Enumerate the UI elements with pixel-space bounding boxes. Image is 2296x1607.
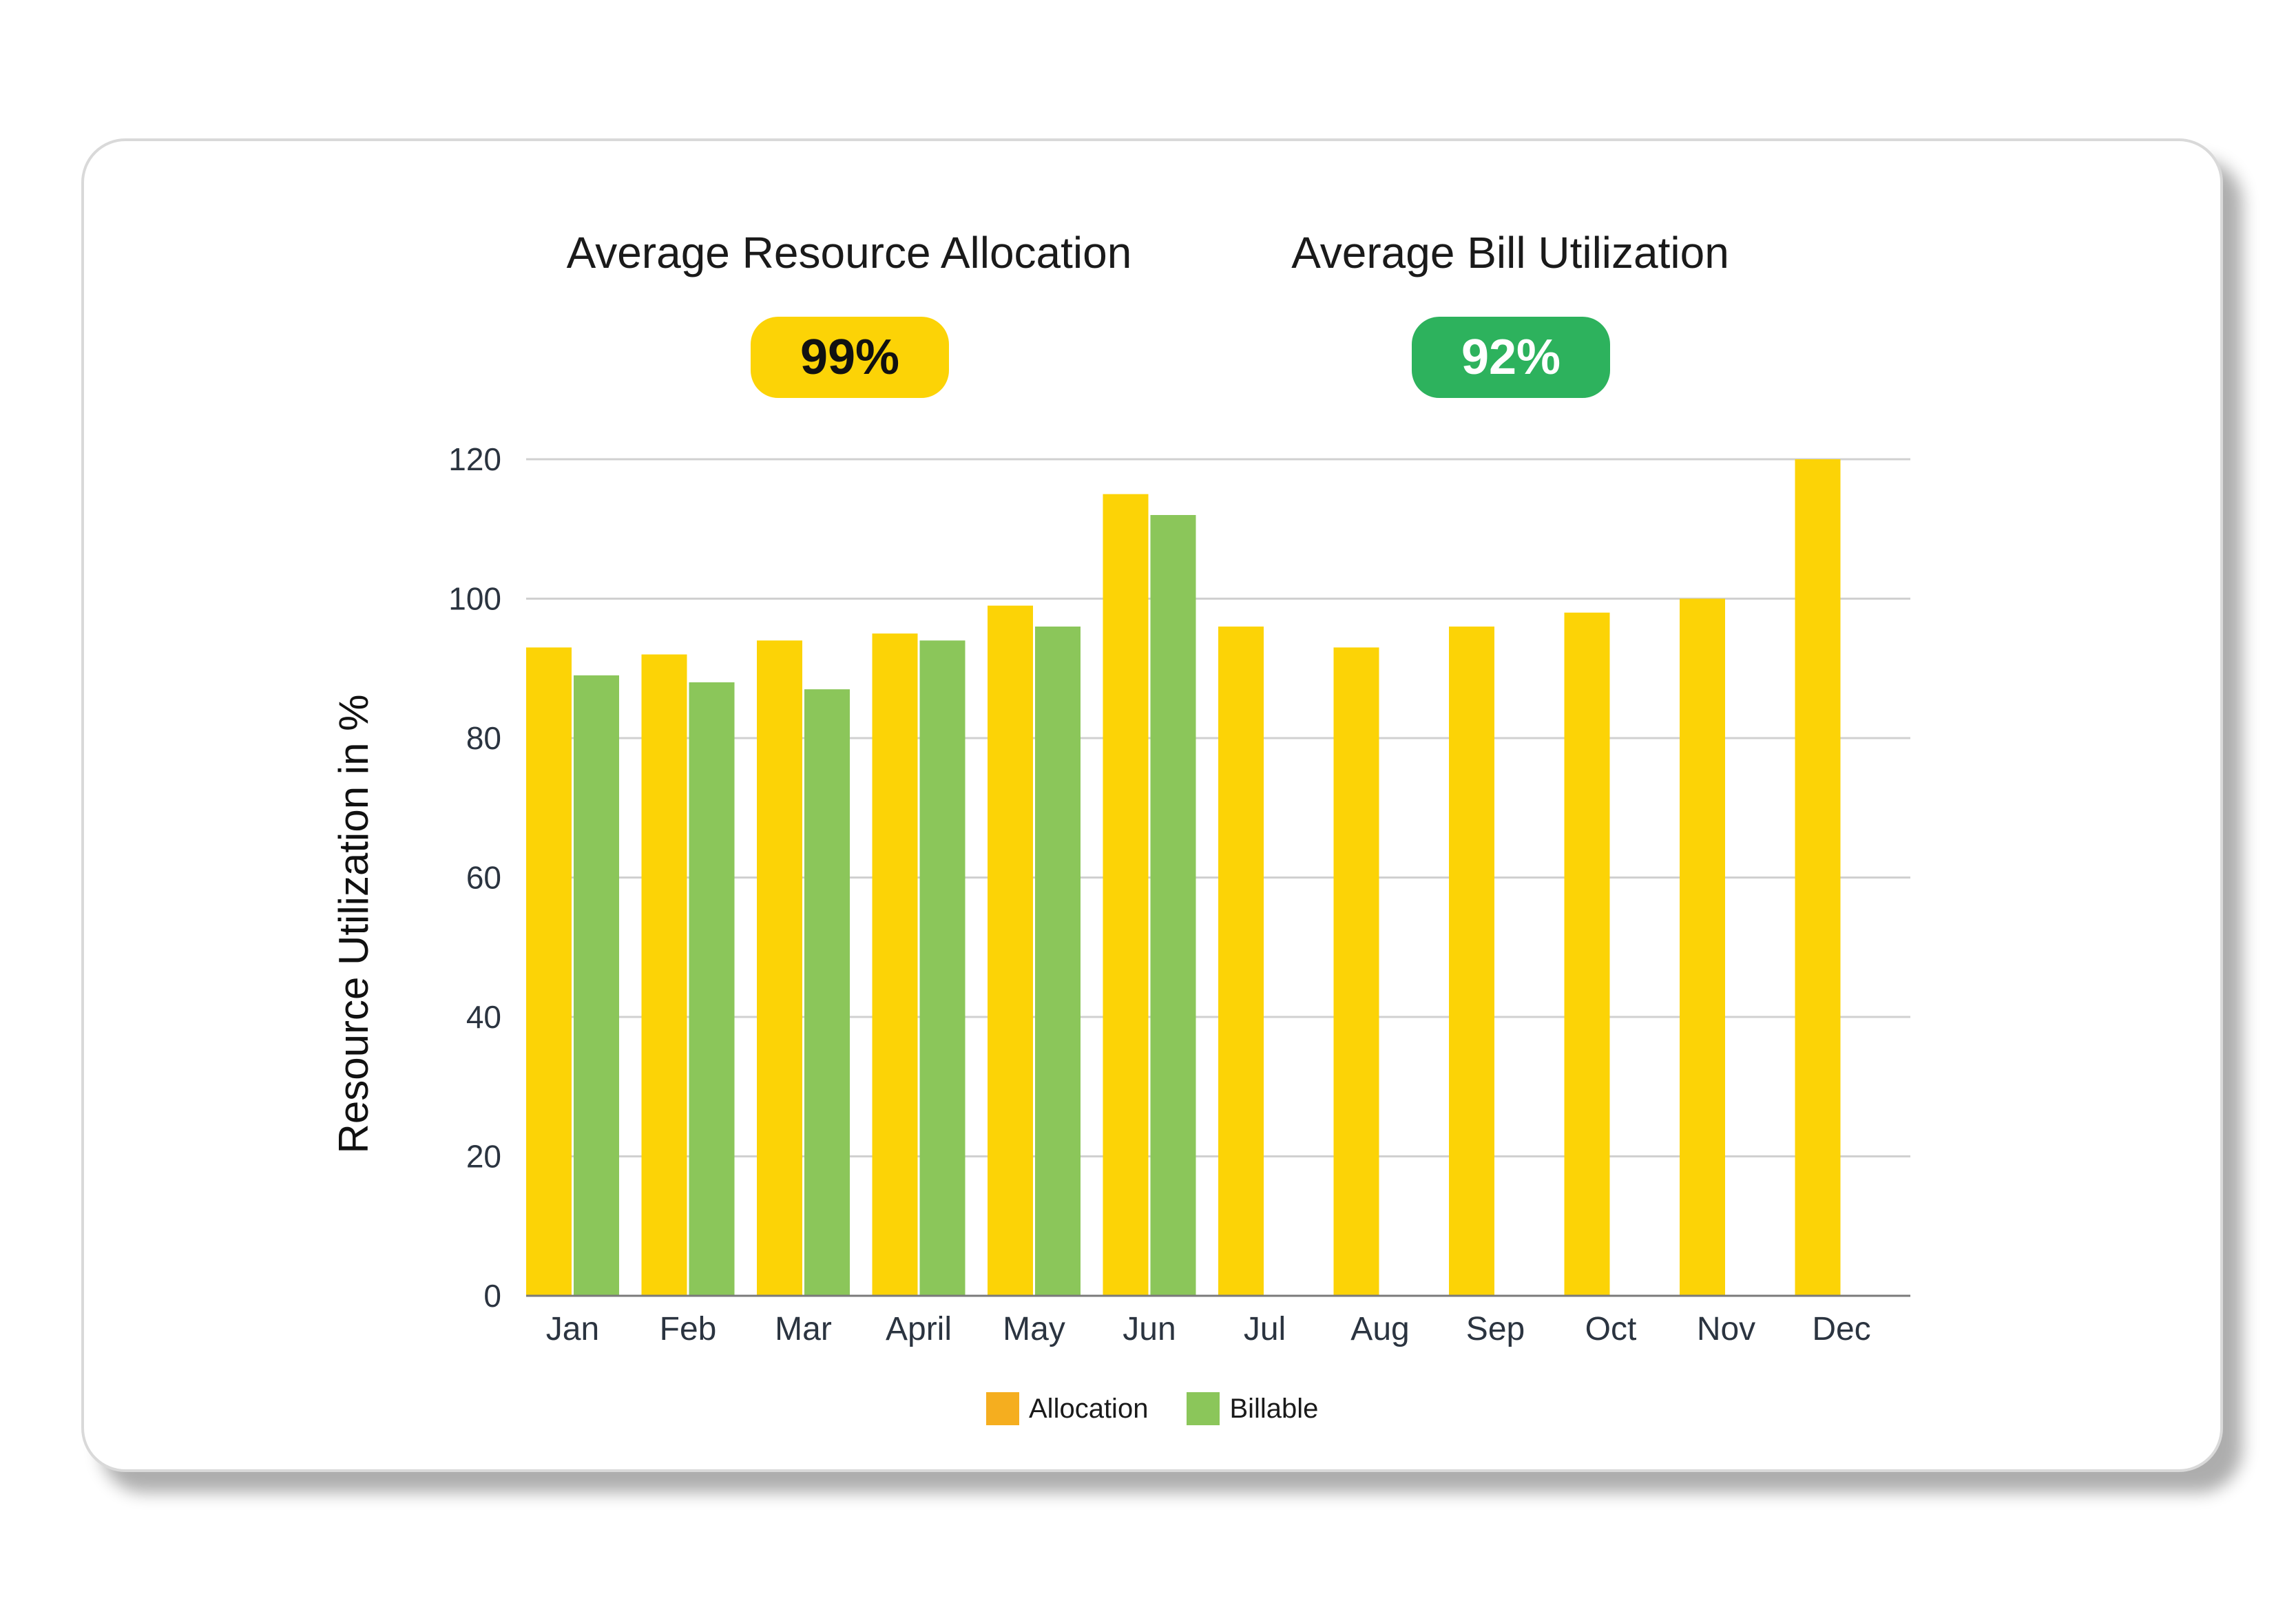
average-bill-utilization-title: Average Bill Utilization [1291,228,1729,277]
legend-item-allocation: Allocation [986,1392,1148,1425]
x-tick-label: April [886,1311,952,1347]
bars [526,459,1841,1296]
bar-allocation-feb [641,654,687,1296]
billable-swatch [1187,1392,1220,1425]
legend: Allocation Billable [986,1392,1357,1425]
allocation-swatch [986,1392,1019,1425]
average-allocation-title: Average Resource Allocation [566,228,1132,277]
bar-allocation-may [988,605,1033,1296]
bar-billable-jun [1150,515,1196,1296]
x-tick-label: Sep [1466,1311,1525,1347]
bar-allocation-sep [1449,627,1494,1296]
x-tick-label: Jul [1244,1311,1286,1347]
x-tick-label: Mar [775,1311,832,1347]
bar-allocation-april [872,633,918,1296]
y-tick-label: 40 [466,999,501,1035]
y-axis-label: Resource Utilization in % [331,695,377,1154]
x-tick-label: Nov [1697,1311,1755,1347]
bar-billable-may [1035,627,1081,1296]
y-tick-label: 20 [466,1139,501,1175]
bar-allocation-jan [526,647,572,1296]
y-tick-label: 0 [483,1278,501,1314]
x-tick-label: Dec [1812,1311,1870,1347]
bar-billable-mar [804,689,850,1296]
average-bill-utilization-badge: 92% [1412,317,1610,398]
average-allocation-badge: 99% [751,317,949,398]
bar-allocation-nov [1680,598,1725,1296]
y-tick-label: 120 [448,441,501,477]
x-tick-label: Jan [546,1311,599,1347]
legend-item-billable: Billable [1187,1392,1318,1425]
legend-label-billable: Billable [1229,1393,1319,1424]
x-tick-label: Aug [1350,1311,1409,1347]
bar-allocation-mar [757,640,802,1296]
y-tick-label: 80 [466,720,501,756]
bar-billable-jan [574,675,619,1296]
bar-allocation-dec [1795,459,1841,1296]
y-tick-label: 60 [466,860,501,896]
x-tick-label: Jun [1123,1311,1176,1347]
x-tick-label: Oct [1585,1311,1637,1347]
x-tick-label: Feb [660,1311,717,1347]
bar-allocation-aug [1333,647,1379,1296]
bar-billable-april [919,640,966,1296]
x-tick-label: May [1003,1311,1065,1347]
axes: 0 20 40 60 80 100 120 Jan Feb Mar April May Jun Jul Au… [448,441,1910,1347]
bar-billable-feb [689,682,735,1296]
legend-label-allocation: Allocation [1029,1393,1149,1424]
bar-allocation-oct [1564,612,1610,1296]
bar-allocation-jul [1218,627,1264,1296]
bar-allocation-jun [1103,494,1149,1296]
y-tick-label: 100 [448,581,501,617]
